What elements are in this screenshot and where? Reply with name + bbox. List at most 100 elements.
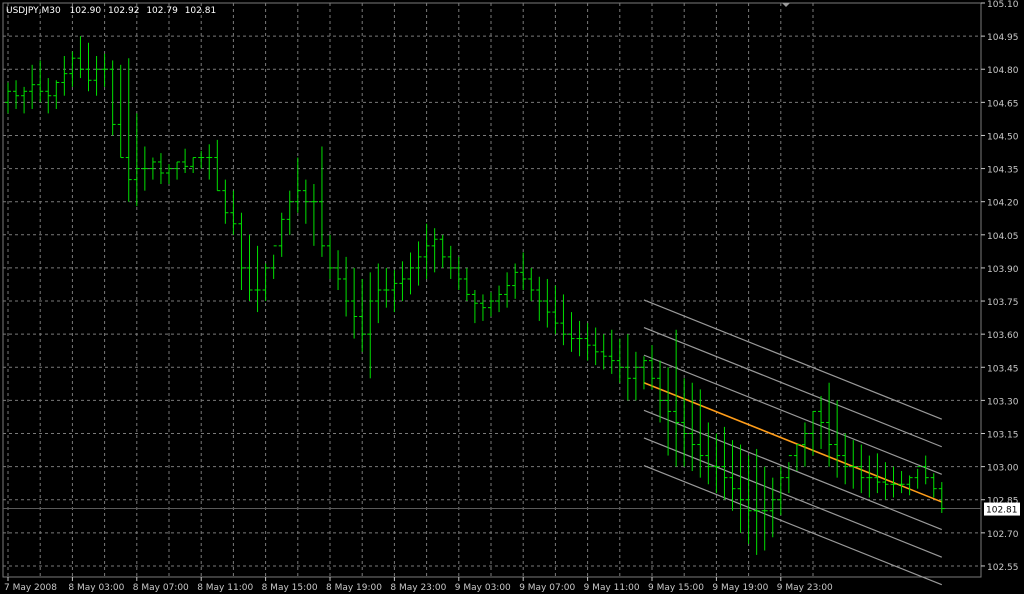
ohlc-bar: [415, 241, 422, 286]
ohlc-bar: [310, 184, 317, 246]
ohlc-bar: [141, 146, 148, 191]
ohlc-bar: [600, 334, 607, 370]
low-text: 102.79: [146, 6, 178, 16]
ohlc-bar: [520, 252, 527, 290]
ohlc-bar: [391, 270, 398, 313]
x-tick-label: 9 May 11:00: [584, 583, 640, 593]
x-tick-label: 8 May 15:00: [262, 583, 318, 593]
ohlc-bar: [681, 378, 688, 467]
current-price-marker: 102.81: [984, 502, 1020, 516]
y-tick-label: 102.85: [987, 497, 1019, 507]
ohlc-bar: [37, 60, 44, 103]
ohlc-bar: [407, 252, 414, 295]
y-tick-label: 102.55: [987, 563, 1019, 573]
ohlc-bar: [359, 278, 366, 352]
ohlc-bar: [488, 292, 494, 317]
ohlc-bar: [230, 190, 237, 235]
ohlc-bar: [810, 410, 816, 456]
y-tick-label: 103.15: [987, 431, 1019, 441]
price-axis: 105.10 104.95 104.80 104.65 104.50 104.35 104.…: [981, 0, 1019, 573]
ohlc-bar: [399, 261, 406, 302]
ohlc-bar: [367, 272, 374, 379]
ohlc-bar: [826, 382, 833, 467]
ohlc-bar: [29, 64, 36, 109]
ohlc-bar: [53, 80, 60, 109]
ohlc-bar: [343, 256, 350, 317]
ohlc-bar: [166, 164, 172, 185]
grid: [3, 3, 981, 577]
ohlc-bar: [270, 245, 277, 279]
ohlc-bar: [649, 345, 655, 390]
ohlc-bar: [61, 55, 68, 96]
ohlc-bar: [769, 477, 776, 538]
y-tick-label: 104.80: [987, 66, 1019, 76]
ohlc-bar: [206, 144, 213, 180]
time-axis: 7 May 2008 8 May 03:00 8 May 07:00 8 May 11…: [4, 577, 833, 593]
y-tick-label: 104.50: [987, 132, 1019, 142]
y-tick-label: 105.10: [987, 0, 1019, 10]
ohlc-bar: [697, 389, 704, 478]
ohlc-bar: [463, 267, 470, 302]
y-tick-label: 102.70: [987, 530, 1019, 540]
y-tick-label: 103.30: [987, 397, 1019, 407]
ohlc-bar: [190, 157, 197, 173]
ohlc-bar: [560, 294, 567, 346]
y-tick-label: 103.45: [987, 364, 1019, 374]
x-tick-label: 9 May 23:00: [777, 583, 833, 593]
ohlc-bar: [504, 272, 511, 308]
ohlc-bar: [528, 267, 535, 302]
ohlc-bar: [689, 382, 696, 472]
channel-line: [643, 437, 943, 558]
regression-channel[interactable]: [643, 299, 943, 586]
scroll-marker-icon[interactable]: [782, 3, 790, 7]
ohlc-bar: [584, 323, 591, 361]
ohlc-bar: [842, 433, 849, 485]
ohlc-bar: [318, 146, 325, 257]
y-tick-label: 104.65: [987, 99, 1019, 109]
ohlc-bar: [471, 290, 478, 324]
ohlc-bar: [568, 312, 575, 352]
ohlc-bar: [850, 440, 857, 489]
ohlc-bar: [866, 455, 873, 498]
ohlc-bar: [125, 58, 132, 202]
chart-title: USDJPY,M30 102.90 102.92 102.79 102.81: [6, 6, 216, 16]
ohlc-bar: [616, 338, 623, 383]
ohlc-bar: [721, 426, 728, 500]
y-tick-label: 103.75: [987, 298, 1019, 308]
ohlc-bar: [576, 320, 583, 357]
ohlc-bar: [632, 351, 639, 401]
ohlc-bar: [351, 267, 358, 339]
ohlc-bar: [874, 453, 881, 494]
ohlc-bar: [182, 148, 189, 173]
channel-line: [643, 299, 943, 420]
x-tick-label: 8 May 19:00: [326, 583, 382, 593]
ohlc-bar: [624, 334, 631, 401]
ohlc-bar: [785, 455, 792, 494]
ohlc-bar: [13, 80, 20, 109]
ohlc-bar: [914, 466, 921, 489]
high-text: 102.92: [108, 6, 140, 16]
ohlc-bar: [286, 190, 293, 235]
ohlc-bar: [673, 329, 680, 467]
ohlc-bar: [447, 245, 454, 279]
plot-frame: [2, 2, 982, 578]
ohlc-bar: [77, 36, 84, 79]
ohlc-bar: [536, 276, 543, 321]
ohlc-bar: [439, 234, 446, 268]
ohlc-bar: [592, 327, 599, 366]
ohlc-bar: [544, 278, 551, 328]
ohlc-bar: [327, 234, 333, 279]
ohlc-bar: [882, 462, 889, 500]
ohlc-bar: [5, 82, 11, 114]
ohlc-bar: [85, 42, 92, 92]
ohlc-bar: [423, 223, 430, 279]
ohlc-bar: [729, 440, 736, 511]
ohlc-bar: [898, 471, 905, 494]
x-tick-label: 9 May 07:00: [519, 583, 575, 593]
ohlc-bar: [657, 360, 664, 423]
ohlc-bar: [133, 113, 140, 207]
open-text: 102.90: [70, 6, 102, 16]
ohlc-bar: [801, 422, 808, 467]
ohlc-bar: [302, 179, 309, 224]
